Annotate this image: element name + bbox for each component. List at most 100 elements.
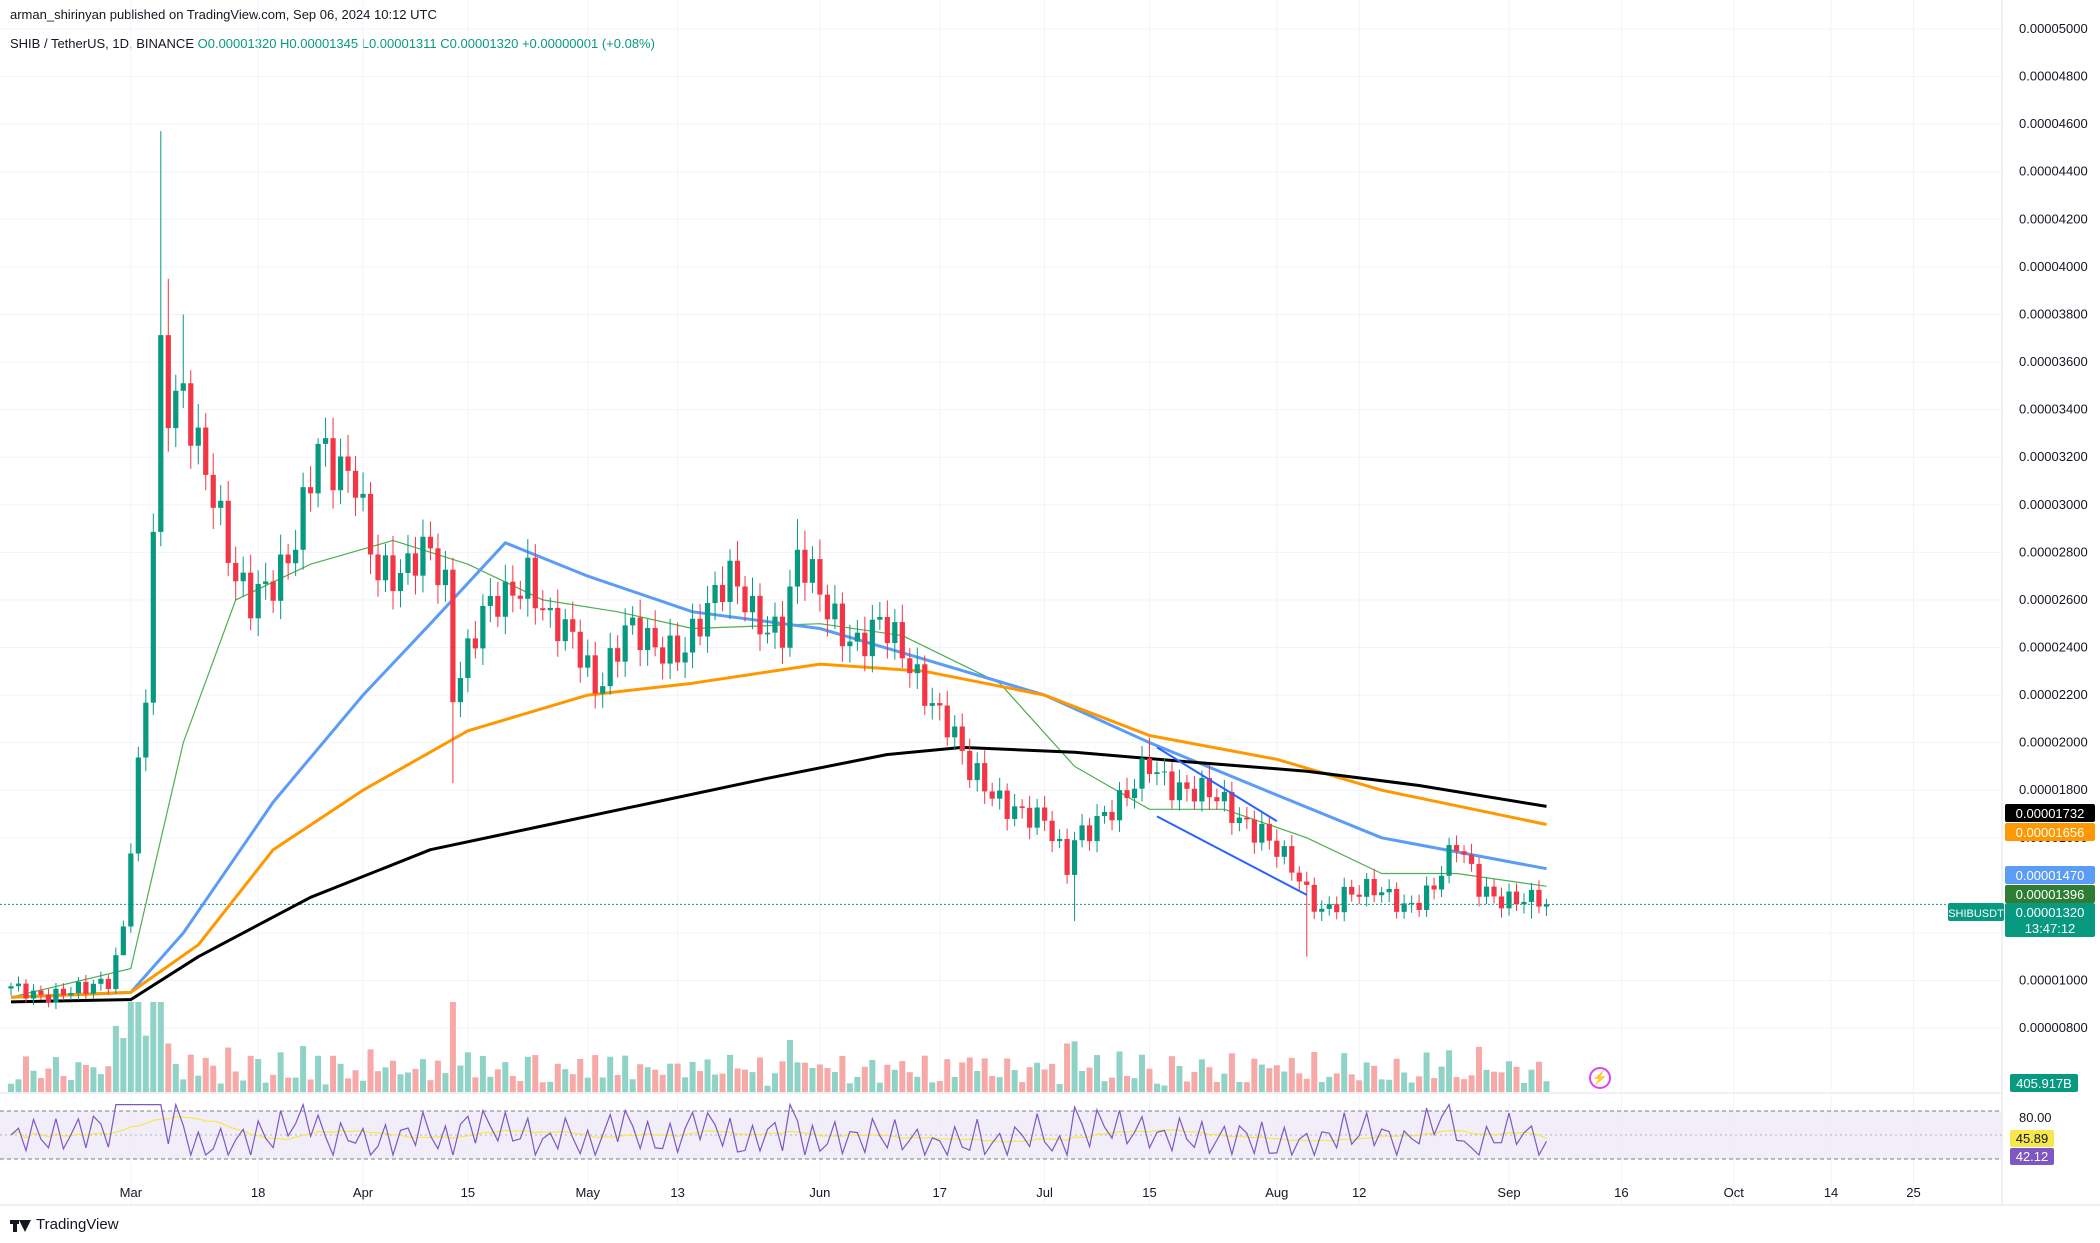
candle-body bbox=[1259, 823, 1265, 843]
candle-body bbox=[1004, 790, 1010, 819]
volume-bar bbox=[1393, 1058, 1400, 1092]
volume-bar bbox=[1416, 1076, 1423, 1092]
volume-bar bbox=[629, 1079, 636, 1092]
candle-body bbox=[824, 594, 831, 620]
candle-body bbox=[75, 981, 82, 994]
candle-body bbox=[30, 990, 37, 999]
last-price-tag: 0.00001320 bbox=[2016, 905, 2085, 920]
price-tick-label: 0.00004400 bbox=[2019, 164, 2088, 179]
volume-bar bbox=[225, 1047, 232, 1092]
candle-body bbox=[300, 487, 306, 550]
volume-bar bbox=[1153, 1083, 1160, 1092]
volume-bar bbox=[794, 1062, 801, 1092]
volume-bar bbox=[1408, 1082, 1415, 1092]
candle-body bbox=[1101, 811, 1108, 816]
candle-body bbox=[263, 581, 269, 584]
volume-bar bbox=[382, 1067, 389, 1092]
candle-body bbox=[502, 581, 508, 617]
volume-bar bbox=[112, 1025, 119, 1092]
volume-bar bbox=[816, 1064, 823, 1092]
volume-bar bbox=[1019, 1082, 1026, 1092]
candle-body bbox=[472, 638, 478, 649]
price-tick-label: 0.00001000 bbox=[2019, 973, 2088, 988]
candle-body bbox=[1409, 902, 1415, 904]
candle-body bbox=[15, 983, 22, 987]
ma100-tag: 0.00001656 bbox=[2016, 825, 2085, 840]
candle-body bbox=[675, 635, 681, 663]
time-tick-label: 25 bbox=[1906, 1185, 1920, 1200]
volume-bar bbox=[697, 1071, 704, 1092]
candle-body bbox=[832, 603, 838, 620]
rsi-tag: 42.12 bbox=[2016, 1149, 2049, 1164]
volume-bar bbox=[771, 1073, 778, 1092]
candle-body bbox=[120, 926, 126, 956]
volume-bar bbox=[921, 1055, 928, 1092]
ma200-tag: 0.00001732 bbox=[2016, 806, 2085, 821]
candle-body bbox=[255, 583, 261, 619]
lightning-icon[interactable]: ⚡ bbox=[1589, 1067, 1611, 1089]
volume-bar bbox=[1251, 1058, 1258, 1092]
candle-body bbox=[45, 994, 52, 1003]
candle-body bbox=[570, 619, 576, 632]
candle-body bbox=[1027, 807, 1033, 828]
candle-body bbox=[195, 427, 201, 446]
candle-body bbox=[1124, 790, 1130, 799]
volume-bar bbox=[300, 1046, 307, 1092]
volume-bar bbox=[1476, 1046, 1483, 1092]
symbol-name[interactable]: SHIB / TetherUS, 1D, BINANCE bbox=[10, 36, 194, 51]
ma20-tag-bg bbox=[2005, 885, 2095, 903]
volume-bar bbox=[524, 1056, 531, 1092]
ohlc-values: O0.00001320 H0.00001345 L0.00001311 C0.0… bbox=[197, 36, 655, 51]
volume-bar bbox=[434, 1060, 441, 1092]
descending-channel bbox=[1156, 746, 1308, 896]
volume-bar bbox=[345, 1078, 352, 1092]
volume-bar bbox=[869, 1059, 876, 1092]
candle-body bbox=[188, 383, 194, 446]
price-tick-label: 0.00002600 bbox=[2019, 592, 2088, 607]
time-tick-label: Jun bbox=[809, 1185, 830, 1200]
volume-bar bbox=[974, 1070, 981, 1092]
time-tick-label: Mar bbox=[120, 1185, 143, 1200]
candle-body bbox=[1154, 772, 1160, 775]
time-tick-label: Oct bbox=[1724, 1185, 1745, 1200]
candle-body bbox=[68, 993, 74, 996]
volume-bar bbox=[22, 1056, 29, 1092]
time-axis[interactable]: Mar 18 Apr 15 May 13 Jun 17 Jul 15 Aug 12 Sep 16 Oct 14… bbox=[120, 1185, 1921, 1200]
volume-bar bbox=[1348, 1074, 1355, 1092]
volume-bar bbox=[1453, 1077, 1460, 1092]
price-tick-label: 0.00001800 bbox=[2019, 782, 2088, 797]
volume-bar bbox=[951, 1077, 958, 1092]
candle-body bbox=[1094, 815, 1100, 842]
volume-bar bbox=[1423, 1052, 1430, 1092]
volume-bar bbox=[412, 1068, 419, 1092]
candle-body bbox=[233, 562, 239, 582]
candle-body bbox=[1304, 881, 1310, 885]
candle-body bbox=[645, 627, 651, 651]
channel-line bbox=[1156, 746, 1278, 822]
candle-body bbox=[1034, 807, 1040, 828]
volume-bar bbox=[652, 1069, 659, 1092]
candle-body bbox=[1191, 788, 1198, 802]
volume-bar bbox=[1461, 1079, 1468, 1092]
volume-bar bbox=[1363, 1062, 1370, 1092]
time-tick-label: Aug bbox=[1265, 1185, 1288, 1200]
volume-bar bbox=[105, 1066, 112, 1092]
candle-body bbox=[53, 988, 59, 1003]
volume-bar bbox=[1236, 1081, 1243, 1092]
volume-bar bbox=[1356, 1080, 1363, 1092]
volume-bar bbox=[966, 1057, 973, 1092]
candle-body bbox=[1109, 811, 1115, 821]
volume-bar bbox=[914, 1076, 921, 1092]
volume-bar bbox=[120, 1038, 127, 1092]
candle-body bbox=[1161, 771, 1168, 773]
candle-body bbox=[600, 686, 606, 694]
candle-body bbox=[1476, 863, 1482, 897]
candle-body bbox=[585, 655, 591, 668]
candle-body bbox=[817, 559, 823, 595]
candle-body bbox=[278, 554, 284, 601]
price-tick-label: 0.00004200 bbox=[2019, 211, 2088, 226]
candle-body bbox=[337, 456, 344, 491]
candle-body bbox=[180, 383, 186, 391]
volume-bar bbox=[247, 1055, 254, 1092]
